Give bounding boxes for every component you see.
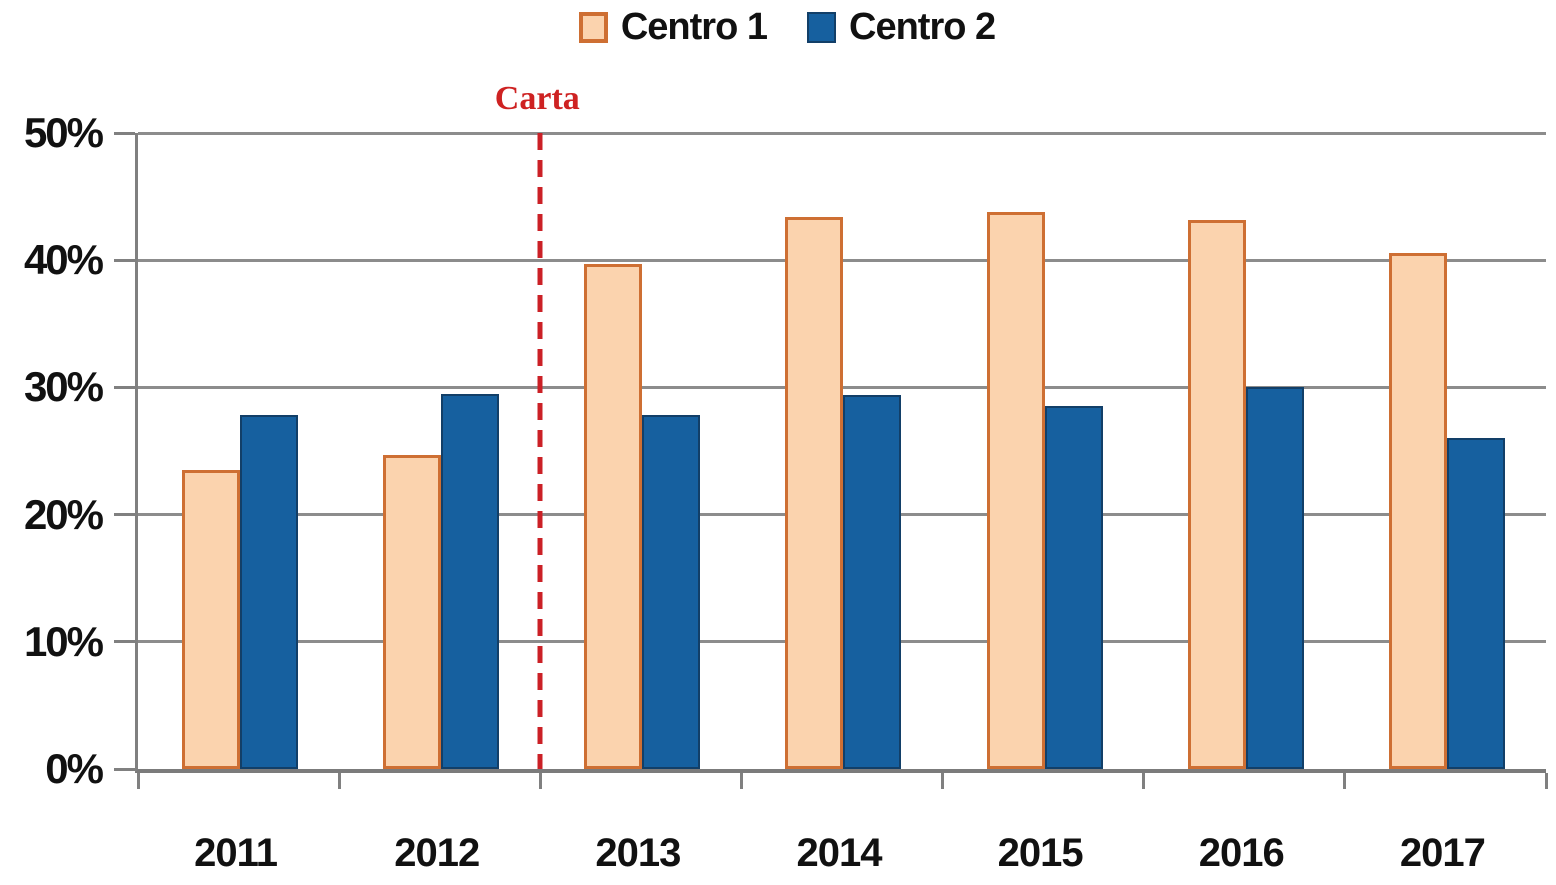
x-axis-tick-2	[538, 773, 542, 789]
x-axis-tick-7	[1544, 773, 1548, 789]
bar-centro-1-2016	[1187, 219, 1246, 769]
plot-area	[114, 131, 1548, 789]
gridline-50%	[138, 131, 1546, 135]
x-axis-label-2016: 2016	[1198, 831, 1285, 875]
bar-centro-1-2017	[1388, 252, 1447, 769]
y-axis-tick-20%	[114, 513, 135, 517]
legend: Centro 1 Centro 2	[0, 6, 1556, 49]
x-axis-label-2015: 2015	[997, 831, 1084, 875]
x-axis-tick-5	[1142, 773, 1146, 789]
y-axis-tick-50%	[114, 131, 135, 135]
x-axis-label-2017: 2017	[1399, 831, 1486, 875]
x-axis-tick-4	[941, 773, 945, 789]
y-axis-label-20%: 20%	[23, 490, 104, 538]
x-axis-label-2012: 2012	[394, 831, 480, 875]
legend-item-centro-2: Centro 2	[807, 6, 996, 49]
bar-centro-2-2015	[1044, 406, 1103, 769]
legend-label-centro-2: Centro 2	[849, 6, 996, 48]
x-axis-tick-3	[739, 773, 743, 789]
bar-centro-2-2012	[441, 393, 500, 769]
bar-centro-1-2011	[182, 470, 240, 769]
carta-dash-line	[537, 133, 543, 769]
x-axis-tick-0	[136, 773, 140, 789]
x-axis-tick-1	[337, 773, 341, 789]
x-axis-label-2013: 2013	[595, 831, 681, 875]
legend-label-centro-1: Centro 1	[620, 6, 768, 48]
y-axis-label-50%: 50%	[23, 109, 104, 156]
legend-item-centro-1: Centro 1	[578, 6, 768, 49]
bar-centro-1-2013	[584, 264, 643, 769]
bar-centro-2-2011	[240, 415, 298, 769]
y-axis-label-30%: 30%	[23, 363, 104, 411]
x-axis-label-2014: 2014	[796, 831, 883, 875]
legend-swatch-centro-1-icon	[578, 12, 608, 43]
y-axis-tick-10%	[114, 640, 135, 644]
bar-centro-2-2014	[843, 395, 902, 769]
y-axis-tick-30%	[114, 385, 135, 389]
x-axis-label-2011: 2011	[194, 831, 278, 875]
y-axis-label-10%: 10%	[23, 617, 104, 665]
legend-swatch-centro-2-icon	[807, 12, 836, 43]
bar-centro-2-2013	[642, 415, 701, 769]
y-axis-label-0%: 0%	[45, 745, 104, 792]
y-axis-tick-40%	[114, 258, 135, 262]
bar-centro-1-2014	[785, 216, 844, 769]
y-axis-tick-0%	[114, 767, 135, 771]
carta-annotation-label: Carta	[494, 80, 580, 117]
bar-centro-2-2017	[1446, 438, 1505, 769]
bar-centro-2-2016	[1245, 387, 1304, 769]
bar-centro-1-2012	[383, 454, 442, 769]
y-axis-label-40%: 40%	[23, 236, 104, 284]
bar-centro-1-2015	[986, 211, 1045, 769]
x-axis-tick-6	[1343, 773, 1347, 789]
